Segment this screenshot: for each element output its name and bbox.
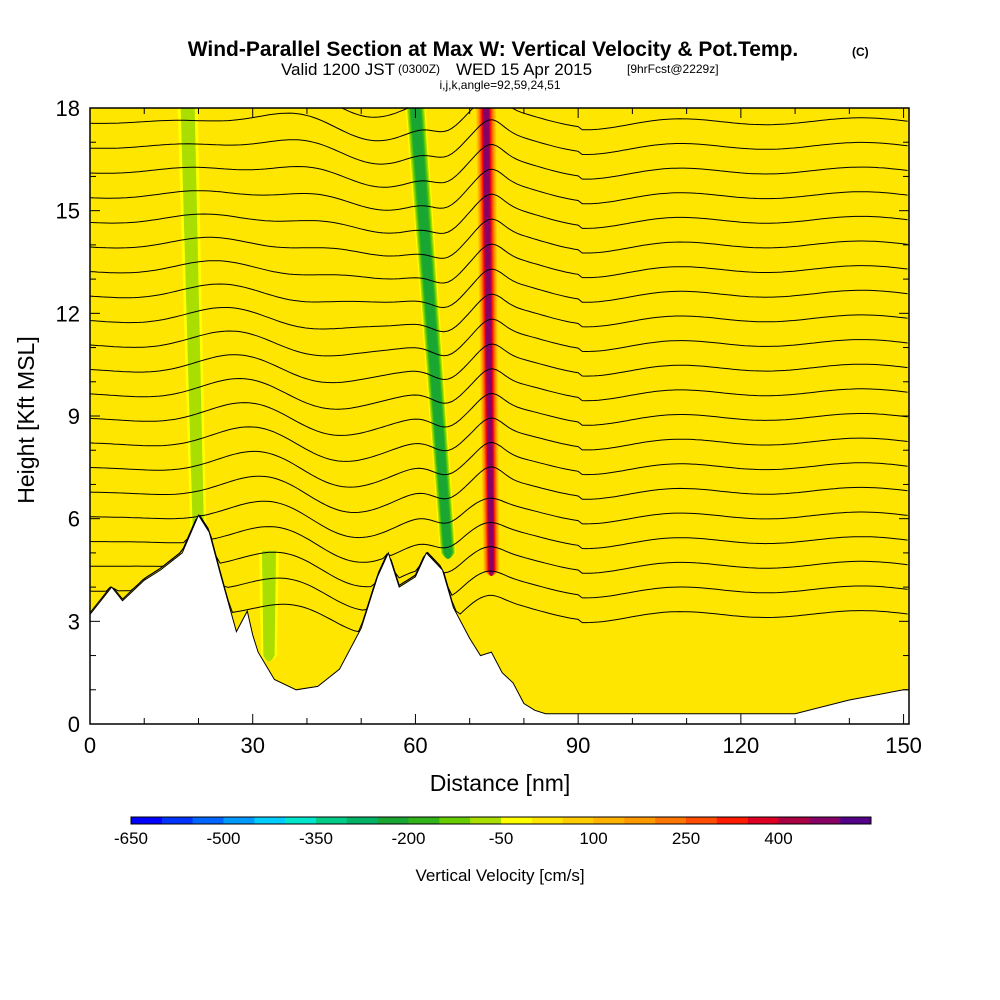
title-copyright-mark: (C)	[852, 45, 869, 59]
subtitle-date: WED 15 Apr 2015	[456, 60, 592, 79]
plot-area	[90, 108, 909, 724]
colorbar-swatch-11	[470, 817, 502, 824]
colorbar-label: Vertical Velocity [cm/s]	[415, 866, 584, 885]
colorbar-swatch-17	[655, 817, 687, 824]
colorbar-tick-label-1: -500	[206, 829, 240, 848]
colorbar-swatch-1	[161, 817, 193, 824]
x-tick-label-60: 60	[403, 733, 427, 758]
isentrope-12	[90, 293, 908, 333]
colorbar-swatch-18	[686, 817, 718, 824]
subtitle-zulu: (0300Z)	[398, 62, 440, 76]
isentrope-9	[90, 368, 908, 410]
x-tick-label-0: 0	[84, 733, 96, 758]
colorbar-swatch-15	[593, 817, 625, 824]
colorbar-swatch-6	[316, 817, 348, 824]
colorbar-frame	[130, 816, 872, 825]
colorbar-swatch-3	[223, 817, 255, 824]
y-tick-label-9: 9	[68, 404, 80, 429]
x-tick-label-30: 30	[240, 733, 264, 758]
isentrope-3	[90, 514, 908, 563]
colorbar-swatch-0	[131, 817, 163, 824]
colorbar-swatch-8	[377, 817, 409, 824]
colorbar-tick-label-2: -350	[299, 829, 333, 848]
colorbar-swatch-5	[285, 817, 317, 824]
x-tick-label-90: 90	[566, 733, 590, 758]
colorbar-swatch-22	[809, 817, 841, 824]
colorbar-swatch-21	[778, 817, 810, 824]
colorbar-swatch-13	[531, 817, 563, 824]
y-tick-label-12: 12	[56, 301, 80, 326]
isentrope-14	[90, 243, 908, 284]
y-axis-label: Height [Kft MSL]	[13, 336, 39, 503]
colorbar-swatch-4	[254, 817, 286, 824]
isentrope-2	[90, 514, 908, 588]
isentrope-17	[90, 168, 908, 211]
colorbar-swatch-16	[624, 817, 656, 824]
updraft-bands	[177, 108, 500, 662]
colorbar: -650 -500 -350 -200 -50 100 250 400	[114, 816, 872, 848]
colorbar-swatch-14	[562, 817, 594, 824]
y-tick-label-18: 18	[56, 96, 80, 121]
colorbar-swatch-10	[439, 817, 471, 824]
isentrope-1	[90, 514, 908, 611]
chart-title: Wind-Parallel Section at Max W: Vertical…	[188, 38, 799, 61]
isentrope-6	[90, 441, 908, 488]
colorbar-swatch-2	[192, 817, 224, 824]
isentropes	[90, 108, 908, 633]
isentrope-5	[90, 466, 908, 514]
isentrope-18	[90, 143, 908, 188]
isentrope-7	[90, 417, 908, 462]
colorbar-swatch-19	[716, 817, 748, 824]
y-tick-label-6: 6	[68, 507, 80, 532]
subtitle-valid: Valid 1200 JST	[281, 60, 395, 79]
colorbar-swatch-23	[840, 817, 872, 824]
chart-info-line: i,j,k,angle=92,59,24,51	[439, 78, 560, 92]
x-axis-label: Distance [nm]	[430, 770, 571, 796]
terrain	[90, 514, 909, 724]
isentrope-4	[90, 497, 908, 539]
band-0-layer-7	[482, 108, 494, 576]
isentrope-13	[90, 268, 908, 309]
isentrope-8	[90, 392, 908, 436]
x-tick-label-150: 150	[885, 733, 922, 758]
isentrope-15	[90, 218, 908, 259]
colorbar-tick-label-3: -200	[391, 829, 425, 848]
isentrope-11	[90, 318, 908, 357]
band-1-layer-5	[412, 108, 451, 559]
colorbar-swatch-20	[747, 817, 779, 824]
colorbar-tick-label-7: 400	[764, 829, 792, 848]
colorbar-tick-label-5: 100	[579, 829, 607, 848]
colorbar-swatch-7	[346, 817, 378, 824]
subtitle-forecast: [9hrFcst@2229z]	[627, 62, 719, 76]
colorbar-swatch-12	[501, 817, 533, 824]
colorbar-tick-label-0: -650	[114, 829, 148, 848]
isentrope-16	[90, 193, 908, 234]
y-tick-label-0: 0	[68, 712, 80, 737]
y-tick-label-3: 3	[68, 609, 80, 634]
isentrope-10	[90, 343, 908, 384]
x-axis: 0 30 60 90 120 150	[84, 108, 922, 758]
isentrope-20	[90, 108, 908, 142]
y-tick-label-15: 15	[56, 199, 80, 224]
isentrope-19	[90, 119, 908, 165]
colorbar-tick-label-4: -50	[489, 829, 514, 848]
x-tick-label-120: 120	[723, 733, 760, 758]
chart-subtitle: Valid 1200 JST (0300Z) WED 15 Apr 2015 […	[281, 60, 719, 79]
colorbar-swatch-9	[408, 817, 440, 824]
band-2-layer-1	[180, 108, 205, 542]
colorbar-tick-label-6: 250	[672, 829, 700, 848]
y-axis: 0 3 6 9 12 15 18	[56, 96, 909, 737]
